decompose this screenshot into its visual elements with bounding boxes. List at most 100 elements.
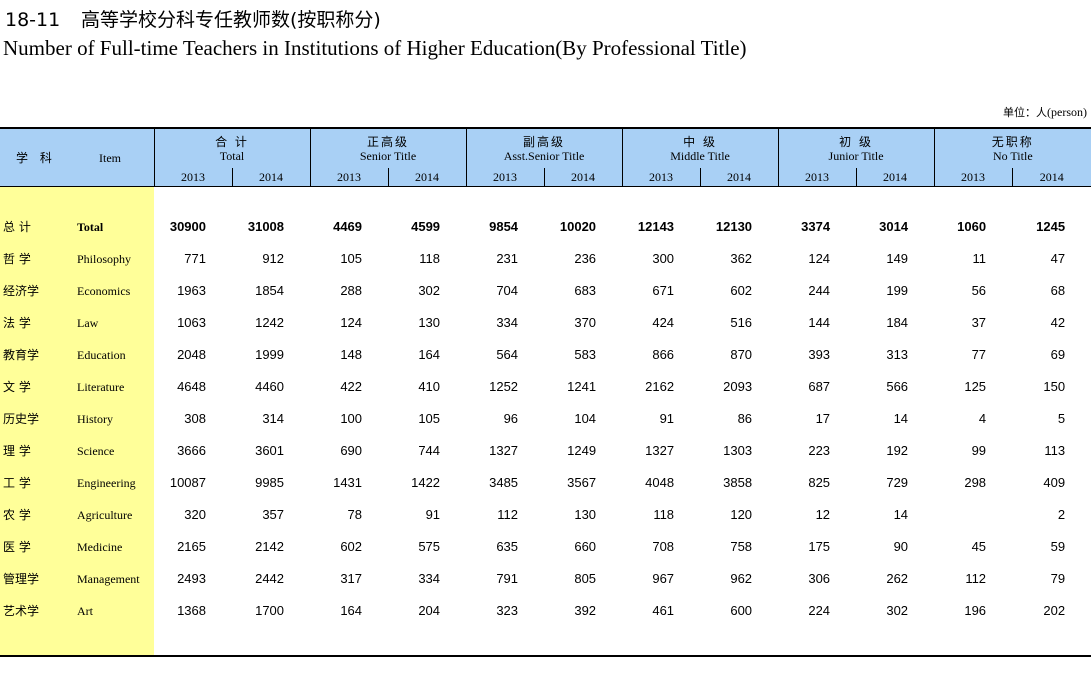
row-label-zh: 农 学	[3, 508, 31, 522]
table-cell: 4599	[411, 219, 441, 234]
row-label-en: Medicine	[77, 540, 123, 554]
table-cell: 30900	[169, 219, 206, 234]
table-cell: 231	[496, 251, 519, 266]
table-cell: 424	[652, 315, 675, 330]
table-cell: 99	[971, 443, 987, 458]
item-header-en: Item	[99, 150, 121, 165]
table-cell: 77	[971, 347, 987, 362]
row-label-en: Agriculture	[77, 508, 133, 522]
table-cell: 3666	[177, 443, 206, 458]
table-cell: 262	[886, 571, 909, 586]
table-cell: 516	[730, 315, 753, 330]
spacer-cell	[154, 627, 1091, 655]
table-cell: 2442	[255, 571, 285, 586]
table-cell: 45	[971, 539, 987, 554]
row-item-cell: 管理学 Management	[0, 562, 154, 595]
table-cell: 635	[496, 539, 519, 554]
header-row: 学 科 Item 合 计 Total 正高级 Senior Title 副高级 Asst.Se…	[0, 127, 1091, 187]
item-header-zh: 学 科	[16, 150, 56, 165]
row-label-en: Literature	[77, 380, 125, 394]
table-cell: 59	[1050, 539, 1066, 554]
year-header: 2014	[699, 168, 779, 187]
table-cell: 422	[340, 379, 363, 394]
table-cell: 2	[1057, 507, 1066, 522]
table-cell: 4460	[255, 379, 285, 394]
table-number: 18-11	[5, 9, 61, 31]
table-body: 总 计 Total 30900 31008 4469 4599 9854 10020 12143…	[0, 186, 1091, 657]
table-cell: 3567	[567, 475, 597, 490]
table-cell: 870	[730, 347, 753, 362]
table-cell: 10020	[559, 219, 597, 234]
table-cell: 600	[730, 603, 753, 618]
column-group-header: 初 级 Junior Title	[777, 127, 935, 168]
table-cell: 306	[808, 571, 831, 586]
table-cell: 11	[972, 251, 987, 266]
table-cell: 744	[418, 443, 441, 458]
table-cell: 602	[340, 539, 363, 554]
table-cell: 3014	[879, 219, 909, 234]
row-label-zh: 理 学	[3, 444, 31, 458]
table-cell: 687	[808, 379, 831, 394]
table-cell: 125	[964, 379, 987, 394]
row-item-cell: 工 学 Engineering	[0, 466, 154, 499]
group-label-en: Senior Title	[359, 148, 417, 163]
table-cell: 805	[574, 571, 597, 586]
group-label-en: Asst.Senior Title	[503, 148, 585, 163]
table-cell: 12130	[715, 219, 753, 234]
row-label-zh: 历史学	[3, 412, 40, 426]
table-cell: 393	[808, 347, 831, 362]
row-label-en: Education	[77, 348, 126, 362]
group-label-en: Junior Title	[828, 148, 884, 163]
table-cell: 334	[496, 315, 519, 330]
unit-zh: 单位：人	[1003, 106, 1048, 119]
table-cell: 236	[574, 251, 597, 266]
spacer-row	[0, 626, 1091, 655]
row-label-en: Management	[77, 572, 140, 586]
table-cell: 224	[808, 603, 831, 618]
table-cell: 1252	[489, 379, 519, 394]
table-cell: 314	[262, 411, 285, 426]
group-label-en: Total	[219, 148, 245, 163]
spacer-row	[0, 186, 1091, 211]
table-cell: 362	[730, 251, 753, 266]
row-label-zh: 艺术学	[3, 604, 40, 618]
table-cell: 2162	[645, 379, 675, 394]
table-cell: 4469	[333, 219, 363, 234]
table-row: 总 计 Total 30900 31008 4469 4599 9854 10020 12143…	[0, 210, 1091, 243]
table-cell: 150	[1043, 379, 1066, 394]
table-cell: 704	[496, 283, 519, 298]
group-label-zh: 初 级	[839, 134, 873, 149]
table-cell: 758	[730, 539, 753, 554]
table-cell: 357	[262, 507, 285, 522]
table-cell: 37	[971, 315, 987, 330]
table-cell: 14	[893, 411, 909, 426]
table-cell: 5	[1057, 411, 1066, 426]
table-cell: 1063	[177, 315, 206, 330]
row-item-cell: 理 学 Science	[0, 434, 154, 467]
table-row: 法 学 Law 1063 1242 124 130 334 370 424 516 144 184 37…	[0, 306, 1091, 339]
table-row: 艺术学 Art 1368 1700 164 204 323 392 461 600 224 302 19…	[0, 594, 1091, 627]
table-cell: 3374	[801, 219, 831, 234]
table-cell: 244	[808, 283, 831, 298]
table-cell: 118	[653, 507, 675, 522]
spacer-item-cell	[0, 186, 154, 211]
table-cell: 78	[347, 507, 363, 522]
table-cell: 144	[808, 315, 831, 330]
table-cell: 2142	[255, 539, 285, 554]
table-cell: 124	[340, 315, 363, 330]
table-cell: 105	[340, 251, 363, 266]
table-cell: 124	[808, 251, 831, 266]
table-cell: 962	[730, 571, 753, 586]
table-cell: 317	[340, 571, 363, 586]
table-cell: 12	[815, 507, 831, 522]
table-cell: 791	[496, 571, 519, 586]
table-cell: 288	[340, 283, 363, 298]
table-row: 农 学 Agriculture 320 357 78 91 112 130 118 120 12 14…	[0, 498, 1091, 531]
table-cell: 660	[574, 539, 597, 554]
table-cell: 602	[730, 283, 753, 298]
year-header-row: 2013 2014 2013 2014 2013 2014 2013 2014 2013 2014…	[0, 168, 1091, 187]
row-label-en: Science	[77, 444, 115, 458]
table-cell: 771	[184, 251, 206, 266]
row-item-cell: 法 学 Law	[0, 306, 154, 339]
year-header: 2014	[543, 168, 623, 187]
